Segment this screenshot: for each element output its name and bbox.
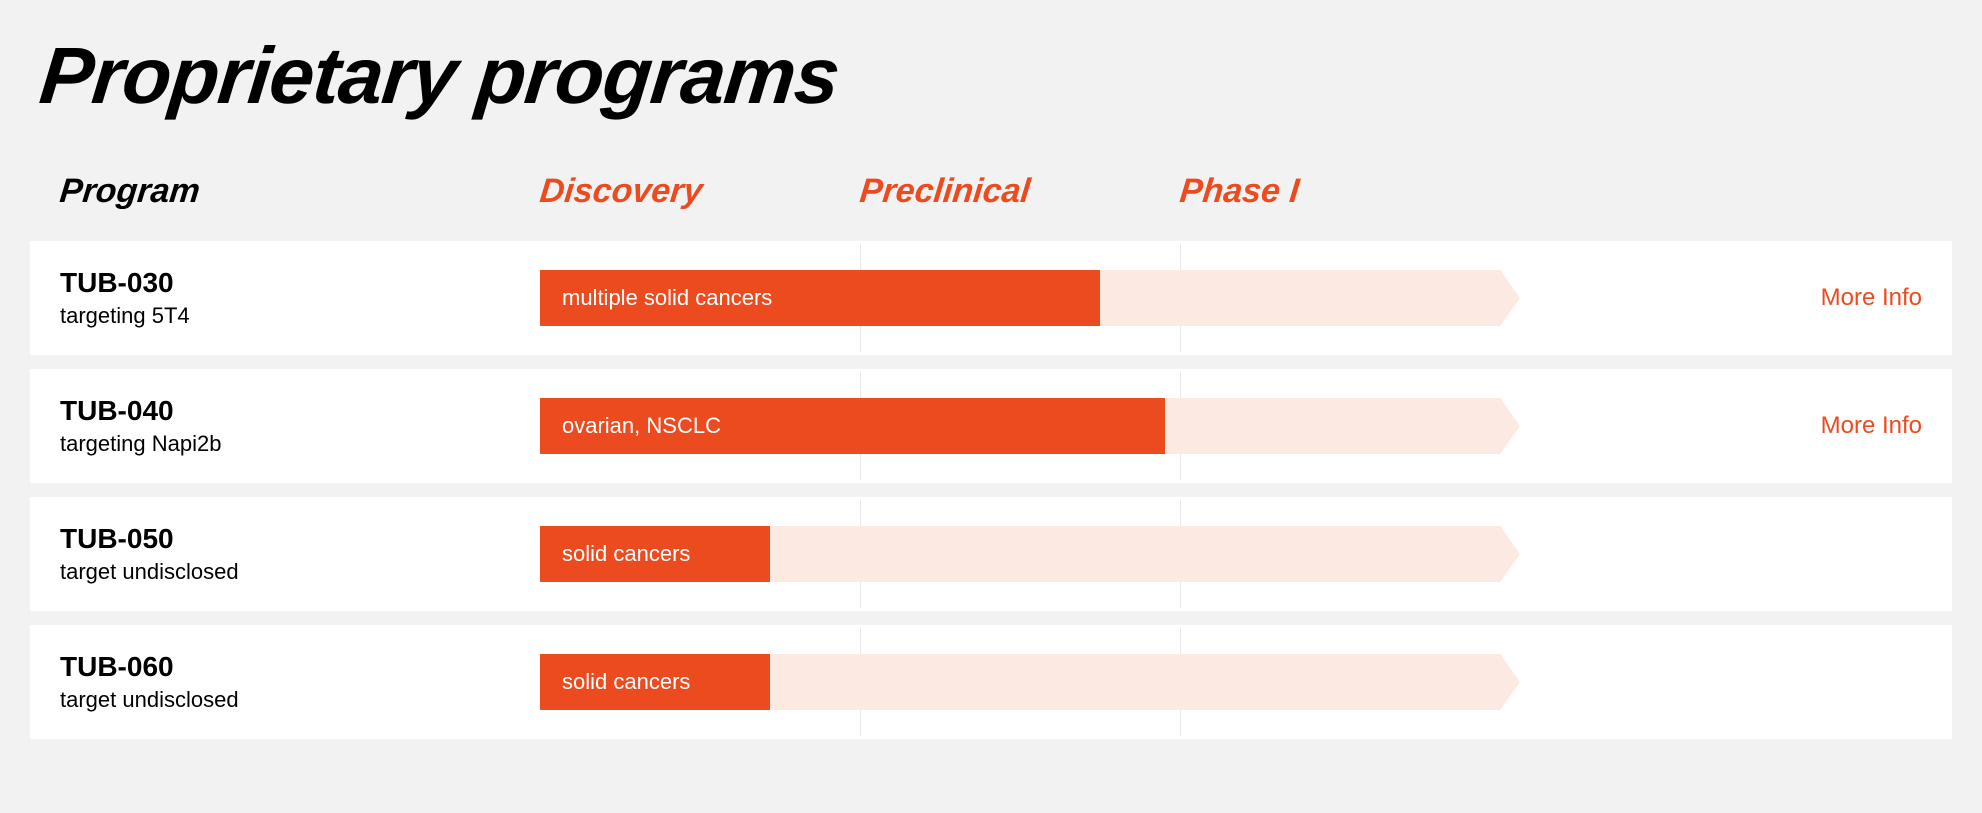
program-row: TUB-040 targeting Napi2bovarian, NSCLC Mor…	[30, 369, 1952, 483]
phase-header-preclinical: Preclinical	[858, 172, 1182, 211]
program-info: TUB-060 target undisclosed	[60, 651, 540, 713]
table-header: Program Discovery Preclinical Phase I	[30, 162, 1952, 241]
header-program: Program	[58, 172, 542, 211]
program-info: TUB-040 targeting Napi2b	[60, 395, 540, 457]
progress-bar-area: multiple solid cancers	[540, 270, 1500, 326]
progress-fill: solid cancers	[540, 654, 770, 710]
program-subtitle: target undisclosed	[60, 559, 540, 585]
program-name: TUB-050	[60, 523, 540, 555]
program-row: TUB-050 target undisclosedsolid cancers	[30, 497, 1952, 611]
progress-fill: ovarian, NSCLC	[540, 398, 1165, 454]
program-name: TUB-040	[60, 395, 540, 427]
program-info: TUB-050 target undisclosed	[60, 523, 540, 585]
phase-header-discovery: Discovery	[538, 172, 862, 211]
program-name: TUB-030	[60, 267, 540, 299]
program-subtitle: targeting 5T4	[60, 303, 540, 329]
progress-bar-area: solid cancers	[540, 526, 1500, 582]
programs-list: TUB-030 targeting 5T4multiple solid cance…	[30, 241, 1952, 739]
progress-bar-area: solid cancers	[540, 654, 1500, 710]
progress-fill: multiple solid cancers	[540, 270, 1100, 326]
more-info-area: More Info	[1500, 284, 1922, 312]
more-info-area: More Info	[1500, 412, 1922, 440]
phase-header-phase1: Phase I	[1178, 172, 1502, 211]
progress-fill: solid cancers	[540, 526, 770, 582]
phase-headers: Discovery Preclinical Phase I	[540, 172, 1500, 211]
program-name: TUB-060	[60, 651, 540, 683]
program-row: TUB-060 target undisclosedsolid cancers	[30, 625, 1952, 739]
program-subtitle: targeting Napi2b	[60, 431, 540, 457]
more-info-link[interactable]: More Info	[1821, 412, 1922, 439]
program-info: TUB-030 targeting 5T4	[60, 267, 540, 329]
progress-bar-area: ovarian, NSCLC	[540, 398, 1500, 454]
page-title: Proprietary programs	[21, 0, 1960, 162]
more-info-link[interactable]: More Info	[1821, 284, 1922, 311]
program-subtitle: target undisclosed	[60, 687, 540, 713]
program-row: TUB-030 targeting 5T4multiple solid cance…	[30, 241, 1952, 355]
